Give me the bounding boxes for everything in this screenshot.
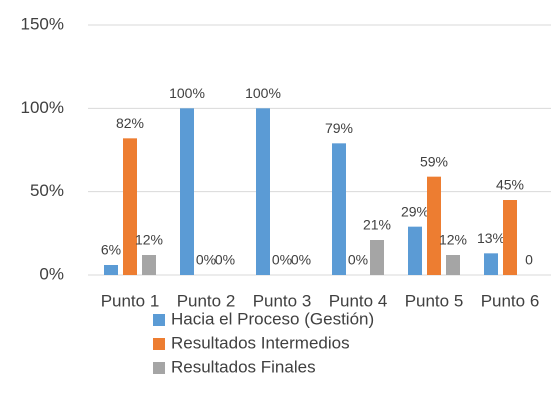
data-label: 6%	[101, 242, 121, 258]
x-tick-label: Punto 5	[405, 291, 464, 310]
data-label: 21%	[363, 217, 391, 233]
data-label: 59%	[420, 153, 448, 169]
legend-swatch	[153, 314, 165, 326]
y-tick-label: 150%	[21, 14, 64, 33]
data-label: 100%	[245, 85, 281, 101]
data-label: 0%	[215, 252, 235, 268]
data-label: 13%	[477, 230, 505, 246]
bar	[427, 176, 441, 275]
bar	[142, 255, 156, 275]
x-tick-label: Punto 6	[481, 291, 540, 310]
y-tick-label: 50%	[30, 181, 64, 200]
data-label: 79%	[325, 120, 353, 136]
data-label: 12%	[135, 232, 163, 248]
x-tick-label: Punto 1	[101, 291, 160, 310]
data-label: 0%	[196, 252, 216, 268]
bar	[256, 108, 270, 275]
bar	[484, 253, 498, 275]
data-label: 100%	[169, 85, 205, 101]
legend-label: Resultados Finales	[171, 357, 316, 376]
bar	[180, 108, 194, 275]
bar	[104, 265, 118, 275]
data-label: 0%	[291, 252, 311, 268]
data-label: 0%	[348, 252, 368, 268]
legend-swatch	[153, 362, 165, 374]
bar	[408, 226, 422, 275]
y-tick-label: 0%	[39, 264, 64, 283]
x-tick-label: Punto 3	[253, 291, 312, 310]
bar	[503, 200, 517, 275]
legend-label: Hacia el Proceso (Gestión)	[171, 309, 374, 328]
bar	[332, 143, 346, 275]
x-tick-label: Punto 2	[177, 291, 236, 310]
bar	[370, 240, 384, 275]
bar	[123, 138, 137, 275]
y-tick-label: 100%	[21, 98, 64, 117]
data-label: 29%	[401, 203, 429, 219]
bar	[446, 255, 460, 275]
legend-label: Resultados Intermedios	[171, 333, 350, 352]
x-tick-label: Punto 4	[329, 291, 388, 310]
data-label: 12%	[439, 232, 467, 248]
data-label: 0	[525, 252, 533, 268]
data-label: 82%	[116, 115, 144, 131]
legend-swatch	[153, 338, 165, 350]
data-label: 0%	[272, 252, 292, 268]
data-label: 45%	[496, 177, 524, 193]
